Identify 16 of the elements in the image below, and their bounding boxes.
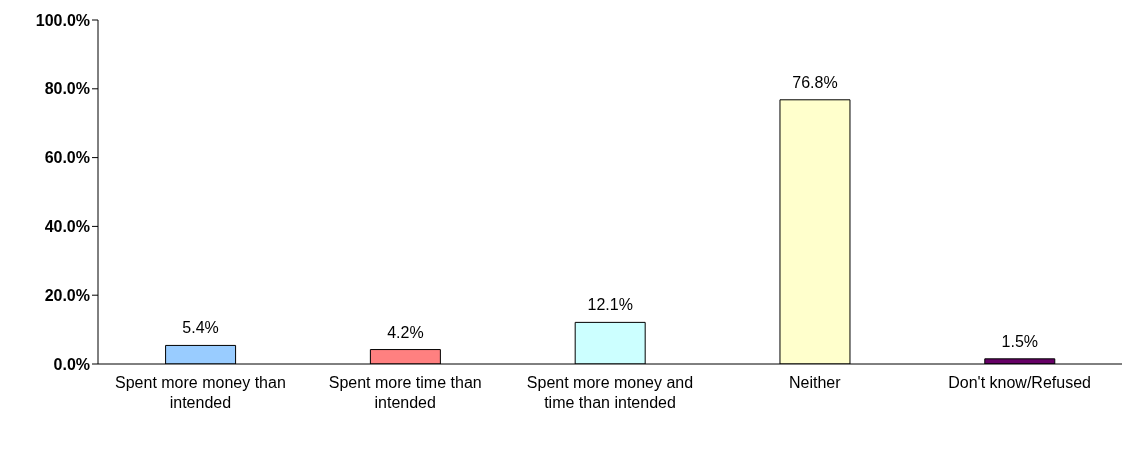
y-tick-label: 100.0%	[35, 11, 90, 29]
x-tick-label: Neither	[789, 374, 842, 391]
x-tick-label: Don't know/Refused	[948, 374, 1091, 391]
data-label: 76.8%	[792, 73, 838, 91]
x-tick-label: Spent more time than intended	[328, 374, 482, 411]
y-tick-label: 80.0%	[44, 80, 90, 98]
y-tick-label: 20.0%	[44, 286, 90, 304]
data-label: 12.1%	[587, 296, 633, 314]
data-label: 4.2%	[387, 323, 424, 341]
y-tick-label: 0.0%	[53, 355, 90, 373]
x-tick-label: Spent more money than intended	[115, 374, 286, 411]
x-tick-label: Spent more money and time than intended	[526, 374, 694, 411]
y-tick-label: 60.0%	[44, 149, 90, 167]
data-label: 1.5%	[1001, 332, 1039, 350]
data-label: 5.4%	[182, 319, 219, 337]
y-tick-label: 40.0%	[44, 218, 90, 236]
